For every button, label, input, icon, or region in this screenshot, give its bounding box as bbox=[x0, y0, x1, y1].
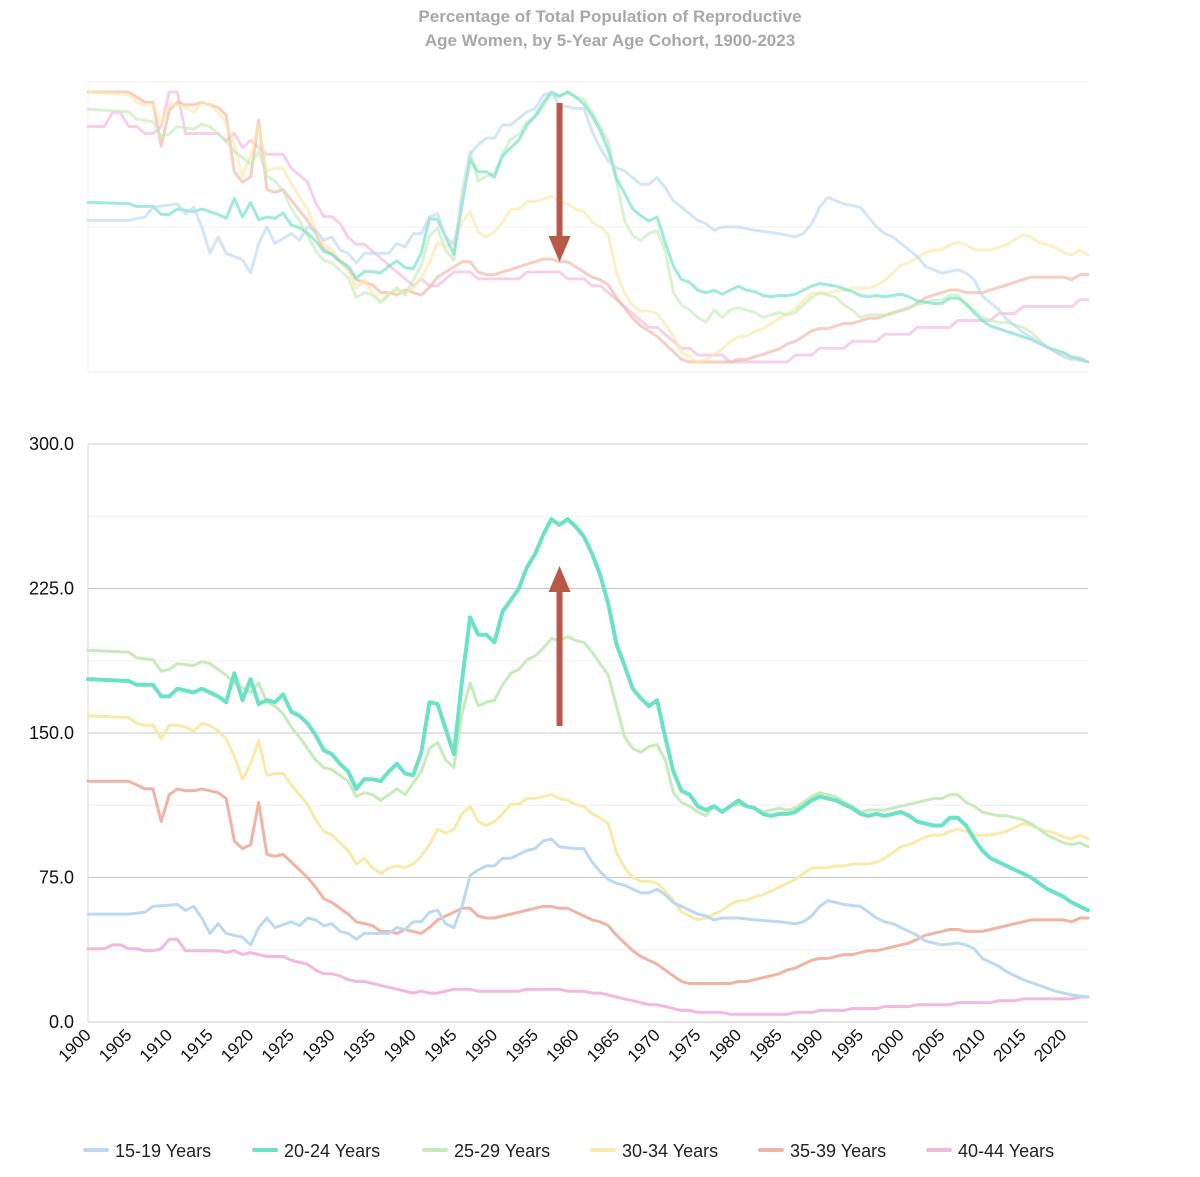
x-tick-label: 1905 bbox=[95, 1025, 135, 1065]
x-tick-label: 1975 bbox=[664, 1025, 704, 1065]
series-line-40-44-years bbox=[86, 937, 1090, 1016]
legend-item: 30-34 Years bbox=[590, 1141, 718, 1161]
x-tick-label: 2010 bbox=[949, 1025, 989, 1065]
x-tick-label: 1985 bbox=[746, 1025, 786, 1065]
y-axis-ticks: 0.0 75.0 150.0 225.0 300.0 bbox=[29, 434, 74, 1032]
x-tick-label: 1915 bbox=[177, 1025, 217, 1065]
normalized-line-15-19-years bbox=[86, 90, 1090, 364]
legend-item: 40-44 Years bbox=[926, 1141, 1054, 1161]
x-tick-label: 1940 bbox=[380, 1025, 420, 1065]
x-tick-label: 1950 bbox=[461, 1025, 501, 1065]
y-tick-label: 0.0 bbox=[49, 1012, 74, 1032]
x-tick-label: 1945 bbox=[420, 1025, 460, 1065]
absolute-panel-grid bbox=[87, 443, 1088, 1023]
normalized-panel-lines bbox=[86, 90, 1090, 364]
up-arrow-head bbox=[548, 566, 571, 592]
x-tick-label: 2005 bbox=[908, 1025, 948, 1065]
series-line-25-29-years bbox=[86, 635, 1090, 849]
legend-label: 15-19 Years bbox=[115, 1141, 211, 1161]
normalized-panel bbox=[86, 81, 1090, 373]
series-line-30-34-years bbox=[86, 714, 1090, 922]
normalized-line-30-34-years bbox=[86, 90, 1090, 364]
legend-label: 40-44 Years bbox=[958, 1141, 1054, 1161]
normalized-line-20-24-years bbox=[86, 90, 1090, 364]
series-line-20-24-years bbox=[86, 517, 1090, 913]
normalized-panel-grid bbox=[87, 81, 1088, 373]
x-tick-label: 1935 bbox=[339, 1025, 379, 1065]
legend-label: 25-29 Years bbox=[454, 1141, 550, 1161]
x-tick-label: 1965 bbox=[583, 1025, 623, 1065]
x-tick-label: 1910 bbox=[136, 1025, 176, 1065]
up-arrow-annotation bbox=[548, 566, 571, 726]
chart-title-line-2: Age Women, by 5-Year Age Cohort, 1900-20… bbox=[425, 31, 795, 50]
x-tick-label: 1960 bbox=[542, 1025, 582, 1065]
x-tick-label: 2015 bbox=[990, 1025, 1030, 1065]
legend-item: 25-29 Years bbox=[422, 1141, 550, 1161]
absolute-panel-lines bbox=[86, 517, 1090, 1016]
x-tick-label: 1980 bbox=[705, 1025, 745, 1065]
x-tick-label: 1930 bbox=[299, 1025, 339, 1065]
legend-label: 35-39 Years bbox=[790, 1141, 886, 1161]
y-tick-label: 75.0 bbox=[39, 868, 74, 888]
down-arrow-head bbox=[548, 236, 571, 262]
x-tick-label: 1925 bbox=[258, 1025, 298, 1065]
legend: 15-19 Years 20-24 Years 25-29 Years 30-34 Y… bbox=[83, 1141, 1054, 1161]
legend-item: 20-24 Years bbox=[252, 1141, 380, 1161]
legend-label: 30-34 Years bbox=[622, 1141, 718, 1161]
x-tick-label: 1990 bbox=[786, 1025, 826, 1065]
x-tick-label: 2000 bbox=[868, 1025, 908, 1065]
legend-label: 20-24 Years bbox=[284, 1141, 380, 1161]
x-tick-label: 1995 bbox=[827, 1025, 867, 1065]
series-line-15-19-years bbox=[86, 837, 1090, 999]
down-arrow-annotation bbox=[548, 103, 571, 262]
legend-item: 15-19 Years bbox=[83, 1141, 211, 1161]
y-tick-label: 225.0 bbox=[29, 579, 74, 599]
y-tick-label: 150.0 bbox=[29, 723, 74, 743]
x-tick-label: 1920 bbox=[217, 1025, 257, 1065]
x-tick-label: 1955 bbox=[502, 1025, 542, 1065]
absolute-panel: 0.0 75.0 150.0 225.0 300.0 1900 1905 1910 1915 1… bbox=[29, 434, 1090, 1066]
legend-item: 35-39 Years bbox=[758, 1141, 886, 1161]
x-tick-label: 1970 bbox=[624, 1025, 664, 1065]
x-axis-ticks: 1900 1905 1910 1915 1920 1925 1930 1935 1940 1945… bbox=[55, 1025, 1071, 1065]
y-tick-label: 300.0 bbox=[29, 434, 74, 454]
series-line-35-39-years bbox=[86, 779, 1090, 985]
chart-title-line-1: Percentage of Total Population of Reprod… bbox=[418, 7, 801, 26]
x-tick-label: 2020 bbox=[1030, 1025, 1070, 1065]
